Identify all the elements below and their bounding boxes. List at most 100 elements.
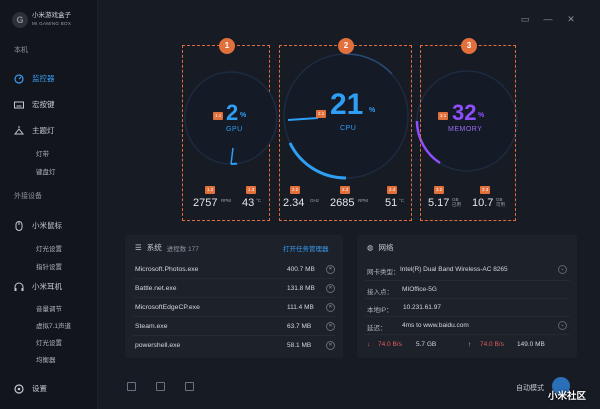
windows-icon[interactable]	[156, 382, 165, 391]
end-process-icon[interactable]: ✕	[326, 341, 335, 350]
memory-panel: 3	[420, 38, 516, 221]
gpu-fan-rpm: 2757	[193, 197, 218, 209]
end-process-icon[interactable]: ✕	[326, 284, 335, 293]
cpu-usage-unit: %	[369, 107, 376, 114]
row-divider	[133, 316, 335, 317]
sidebar-label-settings: 设置	[32, 384, 47, 393]
sidebar-item-mouse-pointer[interactable]: 指针设置	[36, 264, 62, 271]
gpu-usage-value: 2	[226, 100, 239, 125]
sidebar-item-settings[interactable]: 设置	[14, 383, 47, 394]
local-ip-label: 本地IP：	[367, 307, 393, 314]
cpu-frequency: 2.34	[283, 197, 305, 209]
process-memory: 58.1 MB	[287, 342, 312, 349]
screen-icon[interactable]	[185, 382, 194, 391]
process-memory: 111.4 MB	[287, 304, 314, 311]
cpu-gauge-arc-top	[345, 53, 393, 75]
annotation-tag-1-3: 1.3	[246, 186, 257, 194]
mi-logo-icon: G	[12, 12, 28, 28]
sidebar-label-theme-light: 主题灯	[32, 126, 55, 135]
memory-used: 5.17	[428, 197, 450, 209]
annotation-tag-2-1: 2.1	[316, 110, 327, 118]
end-process-icon[interactable]: ✕	[326, 303, 335, 312]
network-card: ◍ 网络	[357, 235, 577, 358]
latency-label: 延迟：	[367, 325, 387, 332]
gpu-label: GPU	[226, 126, 243, 133]
open-task-manager-link[interactable]: 打开任务管理器	[283, 246, 329, 253]
upload-total: 149.0 MB	[517, 341, 545, 348]
annotation-badge-1: 1	[219, 38, 235, 54]
minimize-icon[interactable]: —	[543, 14, 553, 24]
download-speed: 74.0 B/s	[378, 341, 402, 348]
annotation-tag-2-4: 2.4	[387, 186, 398, 194]
row-divider	[365, 298, 570, 299]
cpu-gauge-arc	[288, 142, 347, 180]
feedback-icon[interactable]: ▭	[520, 14, 530, 24]
network-adapter-value: Intel(R) Dual Band Wireless-AC 8265	[400, 266, 508, 273]
sidebar-item-mouse-light[interactable]: 灯光设置	[36, 246, 62, 253]
system-title: 系统	[146, 243, 162, 252]
annotation-badge-2: 2	[338, 38, 354, 54]
sidebar-item-keyboard-light[interactable]: 键盘灯	[36, 169, 56, 176]
keyboard-icon	[14, 100, 24, 110]
cpu-temperature: 51	[385, 197, 398, 209]
annotation-tag-1-1: 1.1	[213, 112, 224, 120]
access-point-label: 接入点：	[367, 289, 393, 296]
row-divider	[133, 335, 335, 336]
globe-icon: ◍	[367, 243, 374, 252]
cpu-label: CPU	[340, 125, 357, 132]
end-process-icon[interactable]: ✕	[326, 265, 335, 274]
sidebar-item-theme-light[interactable]: 主题灯	[13, 125, 55, 136]
gpu-fan-rpm-unit: RPM	[221, 198, 231, 203]
memory-available: 10.7	[472, 197, 494, 209]
app-name-cn: 小米游戏盒子	[32, 12, 71, 19]
sidebar-label-headset: 小米耳机	[32, 282, 62, 291]
upload-speed: 74.0 B/s	[480, 341, 504, 348]
sidebar-item-monitor[interactable]: 监控器	[14, 73, 55, 84]
section-local: 本机	[14, 47, 28, 54]
system-card: ☰ 系统 进程数 177 打开任务管理器	[125, 235, 343, 358]
sidebar-item-macro[interactable]: 宏按键	[14, 99, 55, 110]
layout-grid-icon[interactable]	[127, 382, 136, 391]
section-peripheral: 外接设备	[14, 193, 42, 200]
gpu-temperature: 43	[242, 197, 255, 209]
process-count: 进程数 177	[166, 245, 199, 253]
row-divider	[365, 334, 570, 335]
local-ip-value: 10.231.61.97	[403, 304, 441, 311]
sidebar-item-light-band[interactable]: 灯带	[36, 151, 49, 158]
sidebar-item-mouse[interactable]: 小米鼠标	[14, 220, 62, 231]
close-icon[interactable]: ✕	[567, 14, 575, 24]
sidebar-item-equalizer[interactable]: 均衡器	[36, 357, 56, 364]
auto-mode-label[interactable]: 自动模式	[516, 385, 544, 392]
process-name: Steam.exe	[135, 322, 168, 330]
app-logo: G 小米游戏盒子 MI GAMING BOX	[12, 12, 71, 28]
app-name-en: MI GAMING BOX	[32, 21, 72, 26]
avatar[interactable]	[552, 377, 570, 395]
sidebar-item-volume[interactable]: 音量调节	[36, 306, 62, 313]
row-divider	[133, 297, 335, 298]
network-adapter-label: 网卡类型：	[367, 269, 400, 276]
sidebar-item-virtual71[interactable]: 虚拟7.1声道	[36, 323, 72, 330]
row-divider	[365, 280, 570, 281]
annotation-tag-3-2: 3.2	[434, 186, 445, 194]
sidebar-label-monitor: 监控器	[32, 74, 55, 83]
adapter-dropdown-icon[interactable]: ⌄	[558, 265, 567, 274]
memory-gauge-arc	[415, 120, 441, 165]
latency-dropdown-icon[interactable]: ⌄	[558, 321, 567, 330]
cpu-gauge-needle	[287, 117, 319, 121]
upload-arrow-icon: ↑	[468, 341, 472, 348]
annotation-badge-3: 3	[461, 38, 477, 54]
end-process-icon[interactable]: ✕	[326, 322, 335, 331]
sidebar-item-headset[interactable]: 小米耳机	[14, 281, 62, 292]
gpu-usage-unit: %	[240, 112, 247, 119]
watermark: 小米社区	[548, 391, 587, 402]
sidebar-item-headset-light[interactable]: 灯光设置	[36, 340, 62, 347]
sidebar-label-mouse: 小米鼠标	[32, 221, 62, 230]
cpu-fan-rpm-unit: RPM	[358, 198, 368, 203]
latency-value: 4ms to www.baidu.com	[402, 322, 469, 329]
list-icon: ☰	[135, 243, 142, 252]
cpu-frequency-unit: GHz	[310, 198, 319, 203]
sidebar-label-macro: 宏按键	[32, 100, 55, 109]
cpu-temperature-unit: °C	[399, 198, 405, 203]
process-memory: 63.7 MB	[287, 323, 312, 330]
